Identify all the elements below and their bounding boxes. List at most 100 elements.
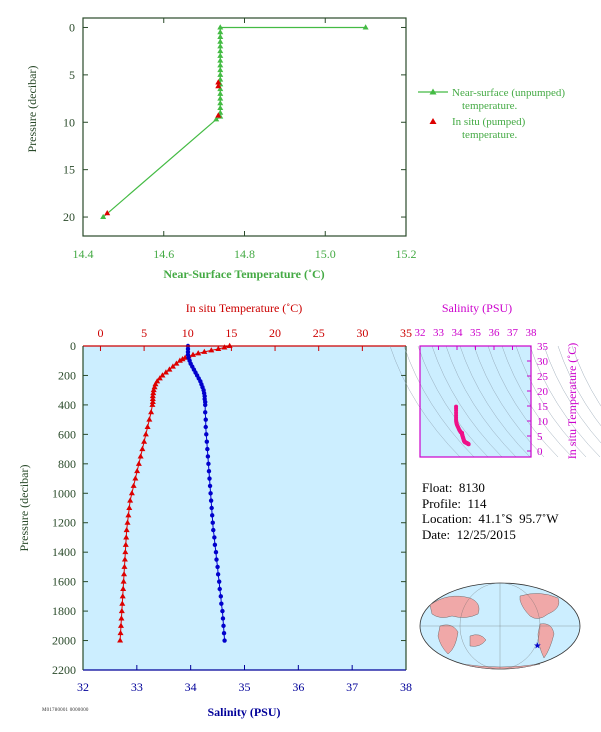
temp-tick-label: 30 xyxy=(356,326,368,340)
density-contour xyxy=(417,345,489,458)
salinity-point xyxy=(205,454,211,459)
top-series xyxy=(100,24,369,220)
salinity-point xyxy=(222,638,227,643)
temperature-series xyxy=(117,342,233,643)
temperature-point xyxy=(123,526,130,533)
salinity-point xyxy=(220,616,226,621)
temperature-point xyxy=(123,534,130,540)
profile-number: Profile: 114 xyxy=(422,495,487,511)
salinity-point xyxy=(221,623,226,629)
pressure-tick-label: 1000 xyxy=(52,486,76,500)
salinity-point xyxy=(215,564,220,570)
legend-label-insitu-1: In situ (pumped) xyxy=(452,116,526,128)
salinity-point xyxy=(206,461,211,467)
salinity-point xyxy=(210,513,215,518)
insitu-point xyxy=(215,79,222,85)
top-ytick-label: 20 xyxy=(63,210,75,224)
legend-label-insitu-2: temperature. xyxy=(462,129,518,141)
pressure-tick-label: 600 xyxy=(58,427,76,441)
ts-ytick-label: 20 xyxy=(537,386,549,398)
pressure-tick-label: 2200 xyxy=(52,663,76,677)
salinity-point xyxy=(213,549,219,555)
ts-xtick-label: 35 xyxy=(470,327,482,339)
temp-tick-label: 20 xyxy=(269,326,281,340)
pressure-tick-label: 0 xyxy=(70,339,76,353)
temp-tick-label: 25 xyxy=(313,326,325,340)
top-xtick-label: 14.6 xyxy=(153,247,174,261)
top-legend: Near-surface (unpumped) temperature. In … xyxy=(418,87,565,141)
salinity-tick-label: 35 xyxy=(239,680,251,694)
temperature-point xyxy=(137,453,144,459)
land-north-america xyxy=(519,593,560,619)
float-info: Float: 8130 Profile: 114 Location: 41.1˚… xyxy=(422,480,558,542)
temperature-point xyxy=(117,629,124,636)
density-contour xyxy=(473,345,545,458)
top-ytick-label: 10 xyxy=(63,115,75,129)
temperature-point xyxy=(132,475,139,481)
temperature-point xyxy=(152,381,159,387)
temp-tick-label: 10 xyxy=(182,326,194,340)
temperature-point xyxy=(142,431,149,437)
salinity-point xyxy=(205,446,210,452)
near-surface-point xyxy=(217,52,224,58)
ts-ylabel: In situ Temperature (˚C) xyxy=(565,343,579,460)
salinity-point xyxy=(212,542,218,548)
legend-label-unpumped-2: temperature. xyxy=(462,100,518,112)
profile-chart: 32 33 34 35 36 37 38 0 5 10 15 20 25 30 35 0 200 400 600 80… xyxy=(17,301,412,719)
near-surface-point xyxy=(217,57,224,63)
top-ytick-label: 5 xyxy=(69,68,75,82)
density-contour xyxy=(571,345,601,407)
salinity-point xyxy=(203,417,208,422)
temperature-point xyxy=(173,360,180,366)
temperature-point xyxy=(151,384,158,390)
near-surface-point xyxy=(217,66,224,73)
density-contour xyxy=(487,345,559,458)
location: Location: 41.1˚S 95.7˚W xyxy=(422,511,559,526)
temperature-point xyxy=(128,490,135,496)
temperature-point xyxy=(149,395,156,402)
temperature-point xyxy=(169,363,176,369)
temperature-point xyxy=(166,366,173,372)
temp-tick-label: 0 xyxy=(97,326,103,340)
pressure-tick-label: 200 xyxy=(58,368,76,382)
top-ytick-label: 0 xyxy=(69,20,75,34)
top-ticks: 14.4 14.6 14.8 15.0 15.2 0 5 10 15 20 xyxy=(63,18,417,261)
pressure-tick-label: 1400 xyxy=(52,545,76,559)
salinity-point xyxy=(218,594,224,599)
insitu-point xyxy=(104,210,111,216)
near-surface-point xyxy=(217,100,224,106)
insitu-point xyxy=(215,83,222,89)
ts-diagram: 32 33 34 35 36 37 38 0 5 10 15 20 25 30 35 Salinity (P… xyxy=(389,301,601,460)
pressure-tick-label: 1600 xyxy=(52,575,76,589)
near-surface-point xyxy=(217,29,224,35)
land-africa xyxy=(437,624,459,655)
temperature-point xyxy=(135,460,142,466)
float-location-star: ★ xyxy=(533,641,541,651)
near-surface-point xyxy=(217,43,224,49)
temperature-point xyxy=(118,615,125,621)
temperature-point xyxy=(208,347,215,353)
top-xtick-label: 14.8 xyxy=(234,247,255,261)
pressure-tick-label: 1200 xyxy=(52,516,76,530)
temperature-point xyxy=(124,519,131,525)
near-surface-point xyxy=(362,24,369,30)
near-surface-point xyxy=(213,116,220,122)
pressure-tick-label: 400 xyxy=(58,398,76,412)
density-contour xyxy=(501,345,573,458)
footer-id: M01780001 0000000 xyxy=(42,708,89,713)
location-map: ★ xyxy=(419,582,581,670)
temperature-point xyxy=(130,482,137,488)
temperature-point xyxy=(144,423,151,429)
legend-marker-unpumped xyxy=(429,88,437,95)
salinity-axis-label: Salinity (PSU) xyxy=(207,705,280,719)
salinity-point xyxy=(217,586,222,592)
temperature-point xyxy=(215,345,222,351)
salinity-tick-label: 34 xyxy=(185,680,197,694)
ts-xtick-label: 38 xyxy=(526,327,538,339)
ts-xtick-label: 37 xyxy=(507,327,519,339)
temperature-point xyxy=(120,585,127,591)
temperature-point xyxy=(120,578,127,584)
density-contour xyxy=(557,345,601,427)
temp-tick-label: 15 xyxy=(225,326,237,340)
temperature-point xyxy=(162,369,169,375)
